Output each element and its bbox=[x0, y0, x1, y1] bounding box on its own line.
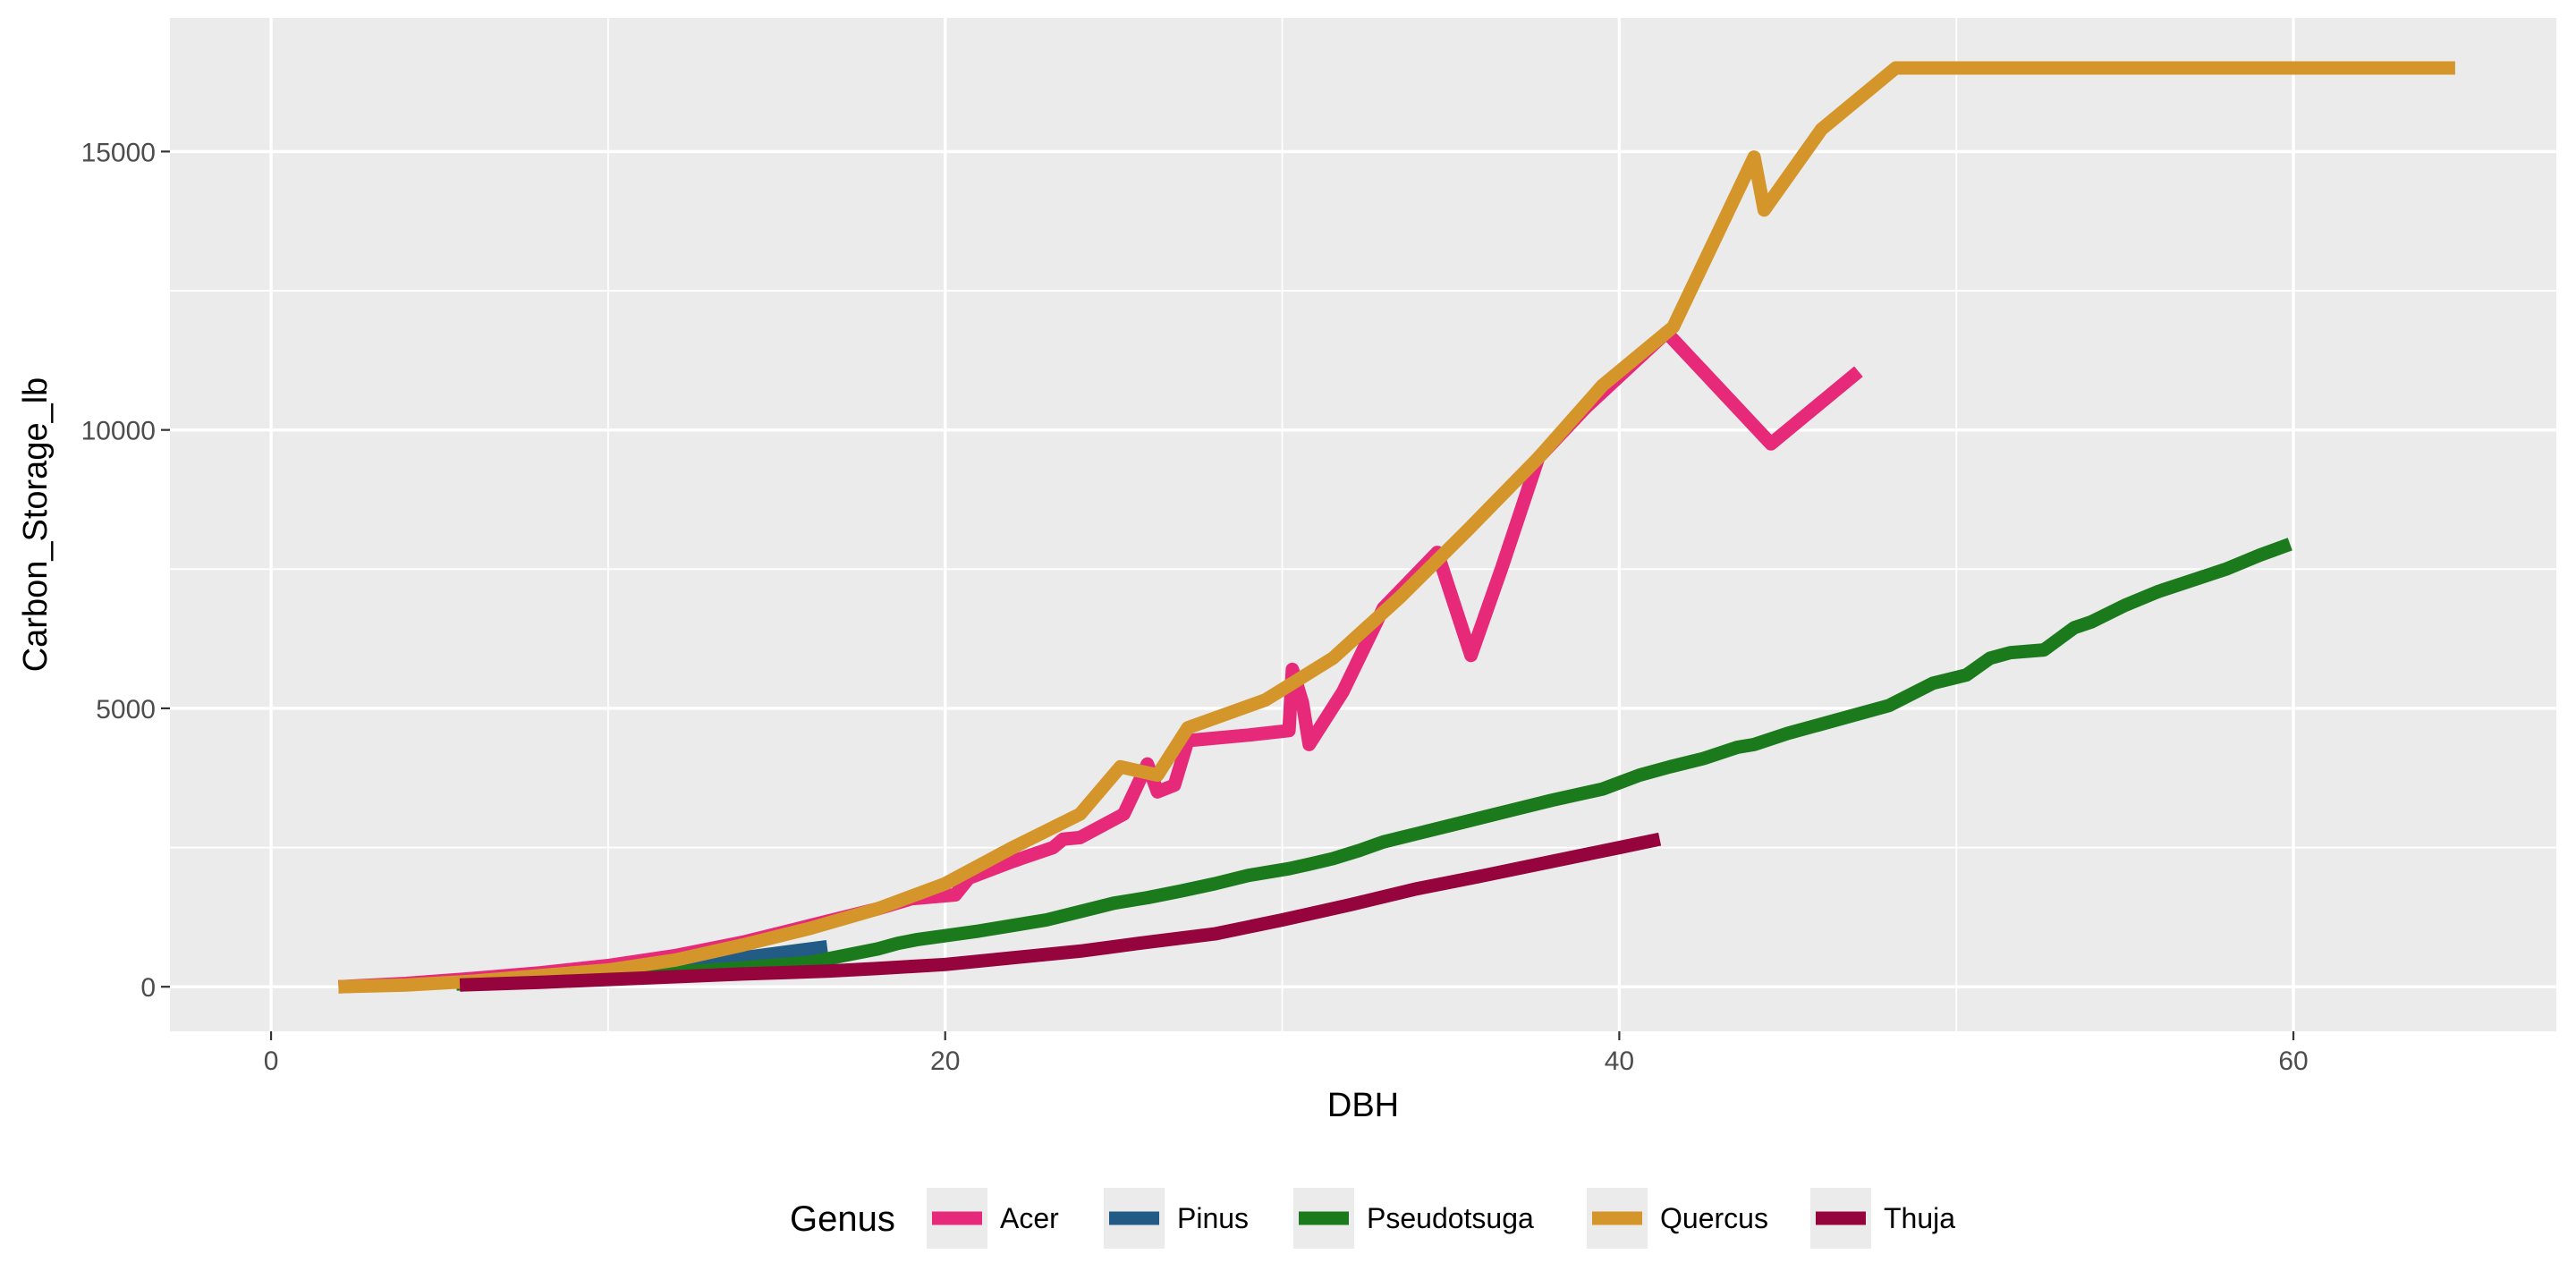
x-tick-label: 0 bbox=[264, 1046, 279, 1076]
y-tick-label: 15000 bbox=[81, 138, 156, 167]
y-tick-label: 0 bbox=[140, 973, 156, 1003]
x-tick-label: 40 bbox=[1605, 1046, 1634, 1076]
legend-label-thuja: Thuja bbox=[1884, 1202, 1955, 1234]
series-lines bbox=[338, 61, 2455, 994]
y-tick-label: 5000 bbox=[96, 695, 156, 724]
x-tick-label: 60 bbox=[2278, 1046, 2308, 1076]
axes: 0 20 40 60 0 5000 10000 15000 bbox=[81, 138, 2309, 1076]
plot-panel bbox=[170, 18, 2556, 1031]
y-tick-label: 10000 bbox=[81, 417, 156, 446]
x-axis-title: DBH bbox=[1327, 1087, 1399, 1124]
legend-label-acer: Acer bbox=[1000, 1202, 1059, 1234]
series-line-quercus bbox=[338, 61, 2455, 994]
x-tick-label: 20 bbox=[930, 1046, 960, 1076]
y-axis-title: Carbon_Storage_lb bbox=[17, 377, 55, 673]
series-line-pseudotsuga bbox=[456, 538, 2292, 991]
legend-label-pinus: Pinus bbox=[1177, 1202, 1249, 1234]
series-line-thuja bbox=[459, 832, 1662, 992]
legend-label-quercus: Quercus bbox=[1660, 1202, 1768, 1234]
legend-label-pseudotsuga: Pseudotsuga bbox=[1367, 1202, 1534, 1234]
legend-title: Genus bbox=[790, 1199, 895, 1239]
legend: Genus Acer Pinus Pseudotsuga Quercus Thuja bbox=[790, 1188, 1955, 1249]
